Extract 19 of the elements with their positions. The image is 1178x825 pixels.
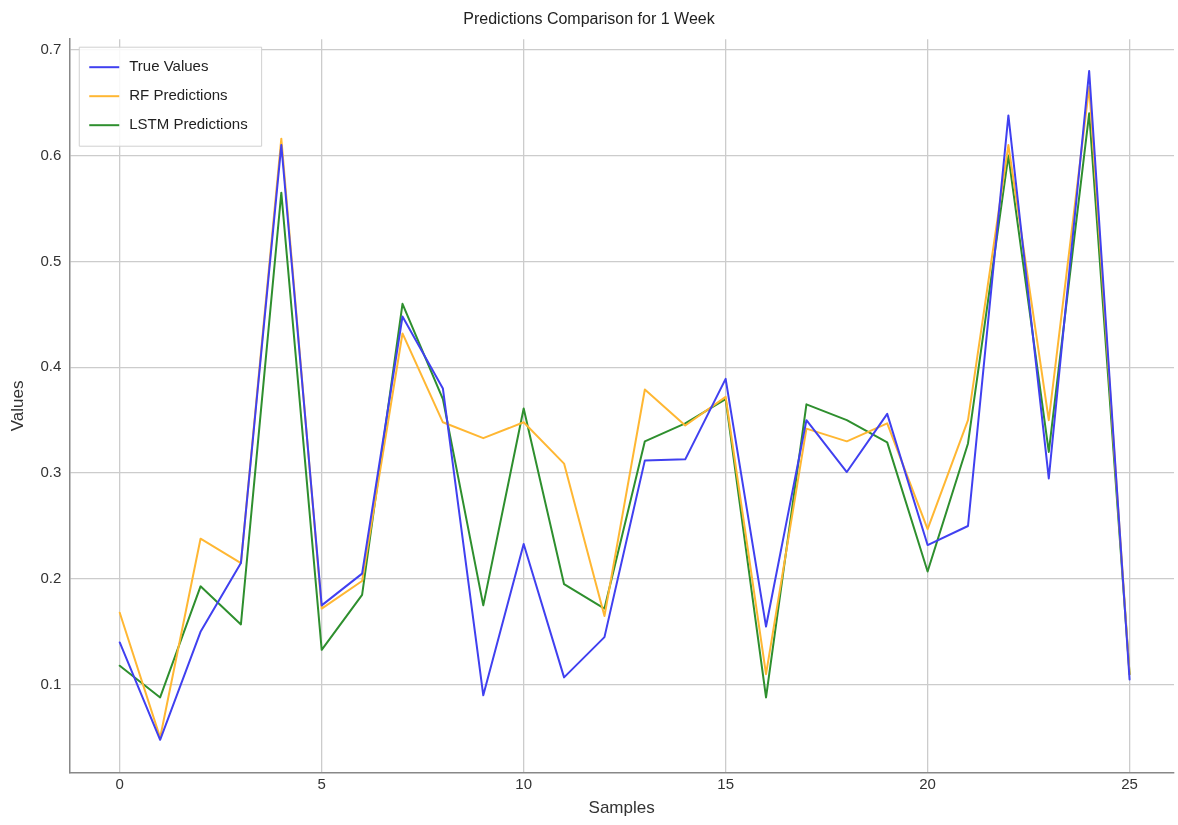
y-tick-label: 0.1	[40, 674, 62, 692]
y-tick-label: 0.7	[40, 39, 62, 57]
x-tick-label: 5	[317, 774, 326, 792]
y-tick-label: 0.5	[40, 251, 62, 269]
legend-label: RF Predictions	[129, 86, 228, 104]
x-tick-label: 0	[115, 774, 124, 792]
x-tick-label: 20	[919, 774, 936, 792]
legend-label: True Values	[129, 57, 209, 75]
x-tick-label: 10	[515, 774, 533, 792]
chart-title: Predictions Comparison for 1 Week	[463, 10, 716, 28]
y-tick-label: 0.2	[40, 569, 62, 587]
y-tick-label: 0.3	[40, 463, 62, 481]
y-tick-label: 0.4	[40, 357, 62, 375]
x-tick-label: 15	[717, 774, 734, 792]
x-tick-label: 25	[1121, 774, 1138, 792]
y-axis-title: Values	[7, 380, 27, 432]
x-axis-title: Samples	[588, 798, 655, 818]
y-tick-label: 0.6	[40, 145, 62, 163]
legend-label: LSTM Predictions	[129, 115, 248, 133]
